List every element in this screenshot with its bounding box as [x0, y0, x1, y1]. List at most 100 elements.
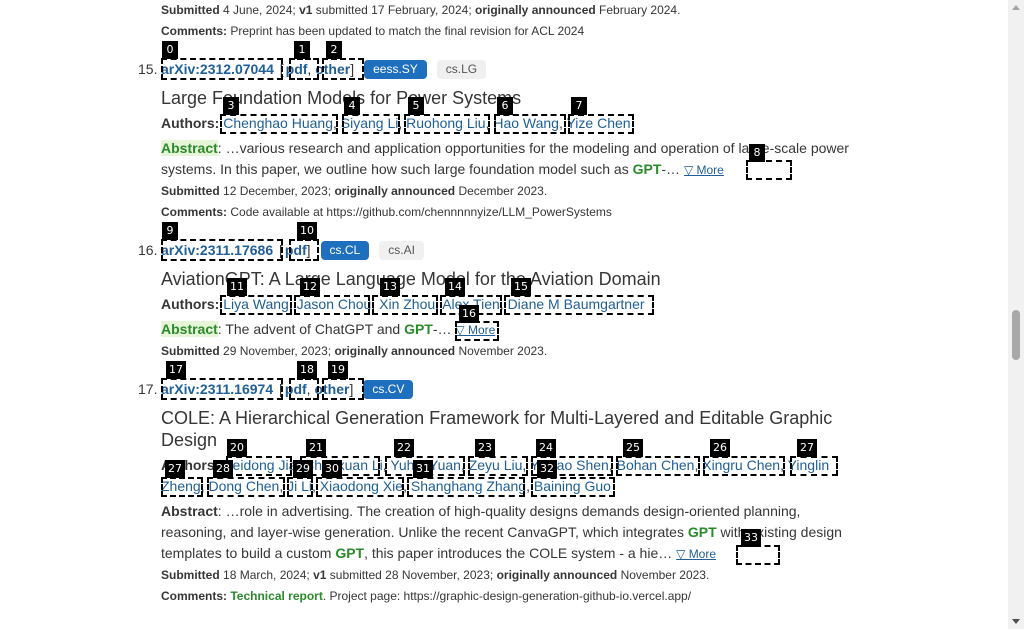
annotation-box: [531, 477, 615, 497]
arxiv-id-link[interactable]: arXiv:2311.16974: [161, 381, 274, 397]
result-number: 16.: [138, 242, 158, 258]
author-link[interactable]: Baining Guo: [533, 478, 611, 494]
author-link[interactable]: Xingru Chen: [702, 457, 781, 473]
author-link[interactable]: Diane M Baumgartner: [507, 296, 645, 312]
result-id-row: arXiv:2311.17686 [pdf] cs.CL cs.AI: [161, 240, 424, 260]
annotation-badge: 6: [497, 97, 513, 115]
author-link[interactable]: Chenghao Huang: [223, 115, 333, 131]
annotation-badge: 27: [165, 460, 185, 478]
annotation-badge: 16: [459, 305, 479, 323]
more-link[interactable]: ▽ More: [683, 163, 724, 177]
annotation-box: [289, 239, 319, 261]
annotation-box: [161, 58, 283, 80]
annotation-box: [736, 545, 780, 565]
annotation-badge: 26: [710, 439, 730, 457]
annotation-badge: 19: [328, 361, 348, 379]
comments-line: Comments: Preprint has been updated to m…: [161, 24, 585, 38]
annotation-box: [504, 295, 654, 315]
annotation-box: [404, 114, 490, 134]
author-link[interactable]: Xin Zhou: [379, 296, 436, 312]
author-link[interactable]: Ji Li: [287, 478, 312, 494]
author-link[interactable]: Shanghang Zhang: [410, 478, 527, 494]
arxiv-id-link[interactable]: arXiv:2311.17686: [161, 242, 274, 258]
annotation-badge: 12: [300, 278, 320, 296]
annotation-box: [531, 456, 613, 476]
annotation-badge: 31: [413, 460, 433, 478]
annotation-box: [746, 160, 792, 180]
more-link[interactable]: ▽ More: [676, 547, 717, 561]
annotation-badge: 25: [623, 439, 643, 457]
annotation-badge: 20: [227, 439, 247, 457]
annotation-badge: 23: [475, 439, 495, 457]
annotation-badge: 10: [297, 222, 317, 240]
annotation-box: [287, 477, 313, 497]
author-link[interactable]: Peidong Jia: [223, 457, 297, 473]
result-title: Large Foundation Models for Power System…: [161, 88, 522, 108]
annotation-badge: 11: [227, 278, 247, 296]
annotation-badge: 29: [293, 460, 313, 478]
annotation-box: [161, 477, 203, 497]
annotation-badge: 8: [749, 144, 765, 162]
arxiv-id-link[interactable]: arXiv:2312.07044: [161, 61, 274, 77]
primary-category-tag[interactable]: cs.CL: [320, 240, 370, 260]
annotation-box: [322, 58, 364, 80]
pdf-link[interactable]: pdf: [285, 61, 308, 77]
author-link[interactable]: Xiaodong Xie: [319, 478, 404, 494]
result-number: 17.: [138, 381, 158, 397]
annotation-badge: 24: [536, 439, 556, 457]
author-link[interactable]: Hao Wang: [493, 115, 559, 131]
result-number: 15.: [138, 61, 158, 77]
annotation-badge: 33: [741, 529, 761, 547]
scroll-down-arrow-icon[interactable]: [1012, 619, 1020, 624]
comments-line: Comments: Code available at https://gith…: [161, 205, 612, 219]
annotation-box: [468, 456, 528, 476]
annotation-box: [226, 456, 292, 476]
authors-line: Authors: Chenghao Huang, Siyang Li, Ruoh…: [161, 115, 631, 131]
annotation-badge: 17: [166, 361, 186, 379]
annotation-box: [294, 295, 370, 315]
annotation-box: [161, 378, 283, 400]
vertical-scrollbar[interactable]: [1008, 0, 1024, 629]
submitted-line: Submitted 4 June, 2024; v1 submitted 17 …: [161, 3, 681, 17]
abstract-text: Abstract: The advent of ChatGPT and GPT-…: [161, 321, 496, 337]
annotation-box: [322, 378, 364, 400]
primary-category-tag[interactable]: eess.SY: [364, 59, 427, 79]
annotation-box: [372, 295, 438, 315]
author-link[interactable]: Zeyu Liu: [468, 457, 523, 473]
annotation-badge: 22: [394, 439, 414, 457]
annotation-badge: 2: [326, 41, 342, 59]
annotation-badge: 28: [213, 460, 233, 478]
annotation-badge: 3: [223, 97, 239, 115]
annotation-box: [316, 477, 404, 497]
author-link[interactable]: Siyang Li: [340, 115, 399, 131]
annotation-badge: 21: [306, 439, 326, 457]
author-link[interactable]: Liya Wang: [223, 296, 289, 312]
author-link[interactable]: Yize Chen: [566, 115, 631, 131]
author-link[interactable]: Zheng: [161, 478, 201, 494]
secondary-category-tag[interactable]: cs.LG: [436, 59, 487, 79]
secondary-category-tag[interactable]: cs.AI: [379, 240, 424, 260]
author-link[interactable]: Jason Chou: [296, 296, 372, 312]
scroll-up-arrow-icon[interactable]: [1012, 5, 1020, 10]
author-link[interactable]: Ruohong Liu: [406, 115, 486, 131]
author-link[interactable]: Dong Chen: [208, 478, 280, 494]
submitted-line: Submitted 12 December, 2023; originally …: [161, 184, 548, 198]
annotation-badge: 14: [445, 278, 465, 296]
authors-line-continued: Zheng, Dong Chen, Ji Li, Xiaodong Xie, S…: [161, 478, 611, 494]
annotation-box: [289, 378, 319, 400]
annotation-badge: 5: [408, 97, 424, 115]
annotation-badge: 30: [322, 460, 342, 478]
abstract-text: Abstract: …role in advertising. The crea…: [161, 503, 842, 561]
annotation-box: [161, 239, 283, 261]
annotation-badge: 0: [162, 41, 178, 59]
author-link[interactable]: Yinglin: [787, 457, 830, 473]
annotation-box: [703, 456, 785, 476]
annotation-badge: 9: [162, 222, 178, 240]
author-link[interactable]: Alex Tien: [442, 296, 500, 312]
annotation-badge: 27: [797, 439, 817, 457]
author-link[interactable]: Bohan Chen: [616, 457, 695, 473]
primary-category-tag[interactable]: cs.CV: [363, 379, 414, 399]
scroll-thumb[interactable]: [1012, 310, 1020, 360]
more-link[interactable]: ▽ More: [455, 323, 496, 337]
